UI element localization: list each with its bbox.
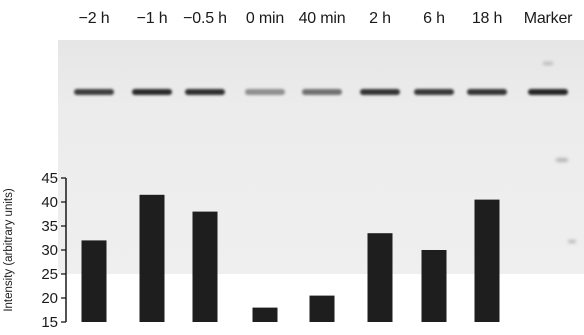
y-tick-label-30: 30	[41, 242, 58, 259]
marker-smear-2	[568, 240, 576, 243]
lane-label-minus-0-5h: −0.5 h	[183, 10, 227, 27]
y-tick-label-20: 20	[41, 290, 58, 307]
blot-band-2h	[360, 89, 400, 95]
bar-2h	[367, 233, 393, 322]
y-tick-label-25: 25	[41, 266, 58, 283]
bar-18h	[474, 199, 500, 322]
blot-band-0min	[245, 89, 285, 95]
bar-0min	[252, 307, 278, 322]
blot-band-minus-2h	[74, 89, 114, 95]
lane-label-18h: 18 h	[471, 10, 503, 27]
lane-label-40min: 40 min	[298, 10, 346, 27]
y-tick-label-15: 15	[41, 314, 58, 331]
blot-band-6h	[414, 89, 454, 95]
bar-minus-2h	[81, 240, 107, 322]
y-tick-label-40: 40	[41, 194, 58, 211]
lane-label-minus-1h: −1 h	[136, 10, 168, 27]
lane-label-0min: 0 min	[245, 10, 285, 27]
blot-band-minus-1h	[132, 89, 172, 95]
marker-smear-1	[556, 158, 568, 162]
y-tick-label-35: 35	[41, 218, 58, 235]
bar-minus-1h	[139, 194, 165, 322]
blot-band-18h	[467, 89, 507, 95]
blot-band-40min	[302, 89, 342, 95]
y-tick-label-45: 45	[41, 170, 58, 187]
bar-minus-0-5h	[192, 211, 218, 322]
blot-band-minus-0-5h	[185, 89, 225, 95]
lane-label-6h: 6 h	[423, 10, 445, 27]
bar-40min	[309, 295, 335, 322]
lane-label-minus-2h: −2 h	[78, 10, 110, 27]
marker-smear-0	[543, 62, 553, 65]
y-axis-label: Intensity (arbitrary units)	[3, 188, 15, 312]
lane-label-2h: 2 h	[369, 10, 391, 27]
bar-6h	[421, 250, 447, 322]
blot-band-marker	[528, 89, 568, 95]
lane-label-marker: Marker	[523, 10, 573, 27]
